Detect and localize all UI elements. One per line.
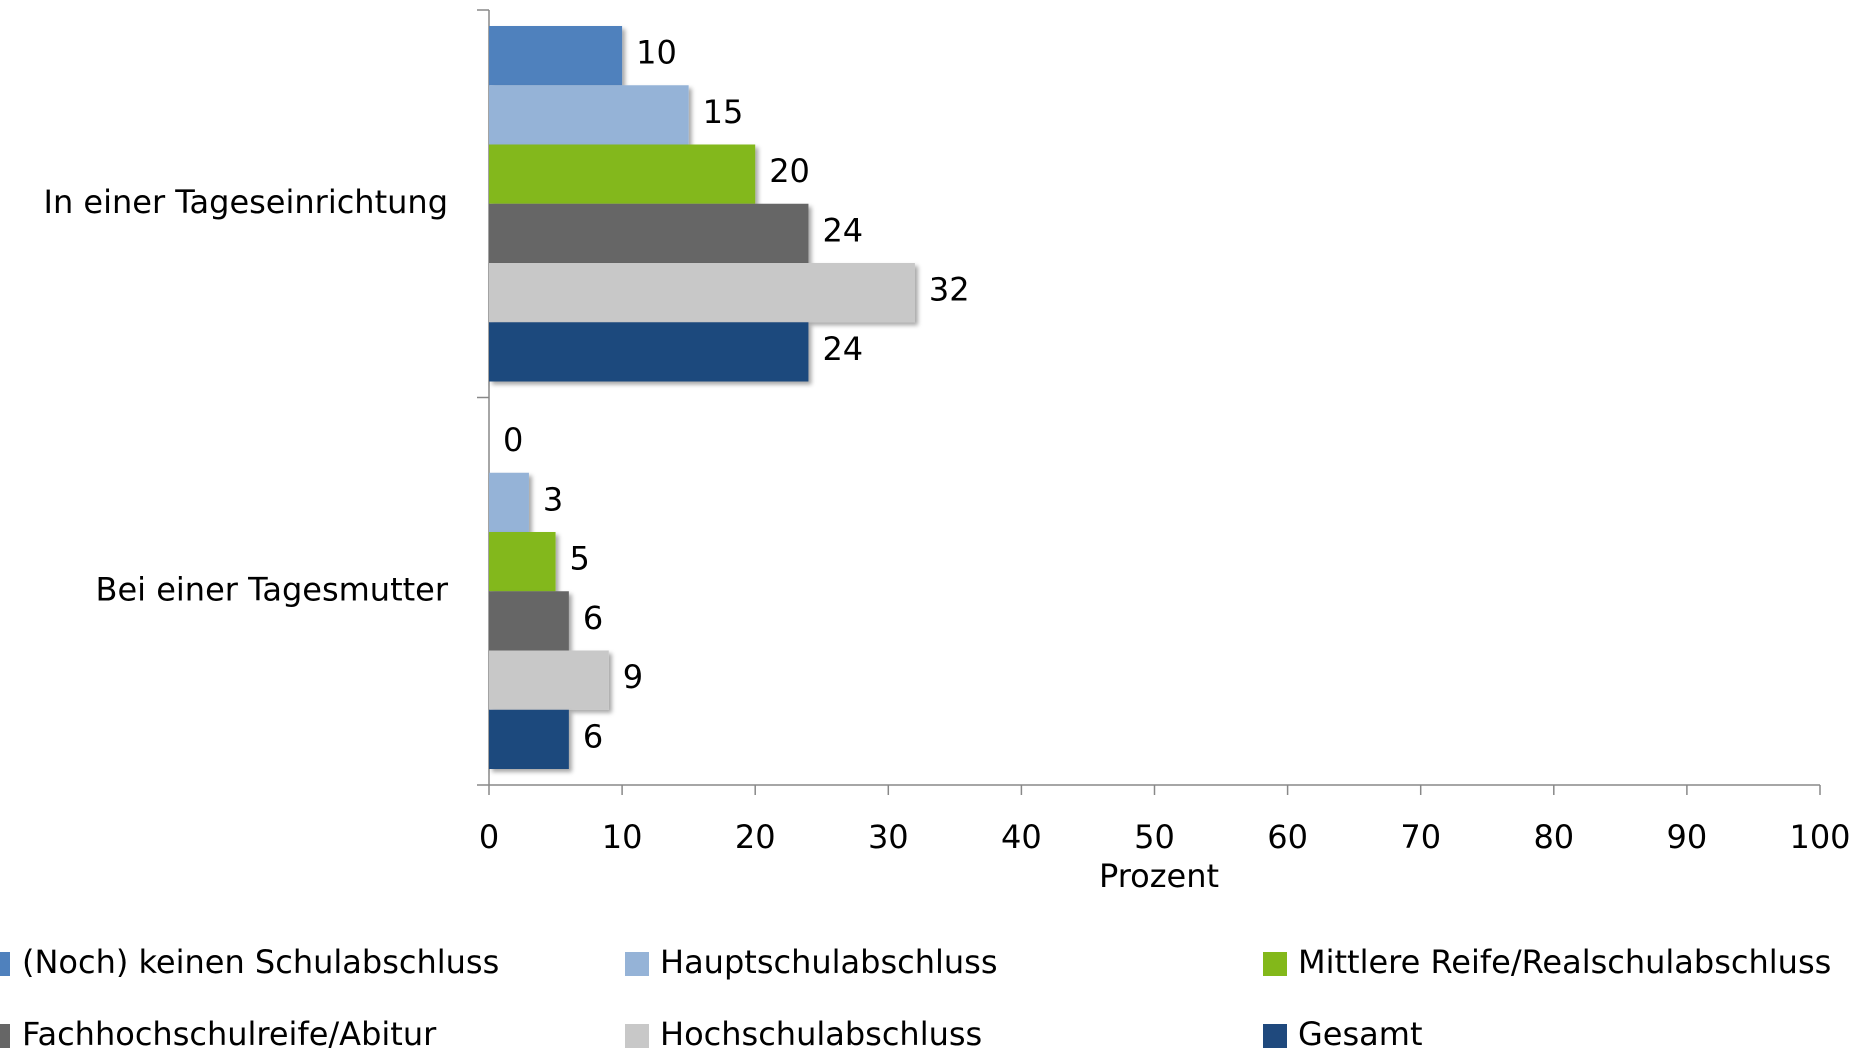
data-label: 24: [822, 330, 863, 368]
x-axis-title: Prozent: [1099, 857, 1219, 895]
legend-label: Hauptschulabschluss: [660, 943, 998, 981]
data-label: 32: [929, 271, 970, 309]
legend-swatch: [625, 952, 649, 976]
x-tick-label: 80: [1533, 818, 1574, 856]
x-tick-label: 30: [868, 818, 909, 856]
category-label: In einer Tageseinrichtung: [44, 183, 449, 221]
x-tick-label: 40: [1001, 818, 1042, 856]
data-label: 9: [623, 658, 643, 696]
x-tick-label: 0: [479, 818, 499, 856]
bar: [489, 650, 609, 710]
bar: [489, 322, 809, 382]
legend-swatch: [625, 1024, 649, 1048]
bar: [489, 472, 529, 532]
bar: [489, 85, 689, 145]
legend-label: Gesamt: [1298, 1015, 1422, 1053]
legend-swatch: [0, 952, 10, 976]
legend-swatch: [1263, 952, 1287, 976]
bar: [489, 144, 756, 204]
bar: [489, 709, 569, 769]
data-label: 15: [703, 93, 744, 131]
bar: [489, 26, 623, 86]
data-label: 0: [503, 421, 523, 459]
legend-swatch: [1263, 1024, 1287, 1048]
bar: [489, 532, 556, 592]
legend-label: Mittlere Reife/Realschulabschluss: [1298, 943, 1831, 981]
x-tick-label: 100: [1789, 818, 1850, 856]
x-tick-label: 10: [602, 818, 643, 856]
data-label: 6: [583, 599, 603, 637]
data-label: 3: [543, 480, 563, 518]
data-label: 10: [636, 34, 677, 72]
bar: [489, 591, 569, 651]
legend-swatch: [0, 1024, 10, 1048]
x-tick-label: 60: [1267, 818, 1308, 856]
x-tick-label: 50: [1134, 818, 1175, 856]
data-label: 24: [822, 211, 863, 249]
category-label: Bei einer Tagesmutter: [96, 570, 449, 608]
data-label: 5: [570, 540, 590, 578]
legend-label: Fachhochschulreife/Abitur: [22, 1015, 437, 1053]
data-label: 20: [769, 152, 810, 190]
data-label: 6: [583, 717, 603, 755]
x-tick-label: 90: [1667, 818, 1708, 856]
legend-label: Hochschulabschluss: [660, 1015, 982, 1053]
x-tick-label: 70: [1400, 818, 1441, 856]
legend-label: (Noch) keinen Schulabschluss: [22, 943, 499, 981]
bar: [489, 263, 915, 323]
bar: [489, 203, 809, 263]
x-tick-label: 20: [735, 818, 776, 856]
